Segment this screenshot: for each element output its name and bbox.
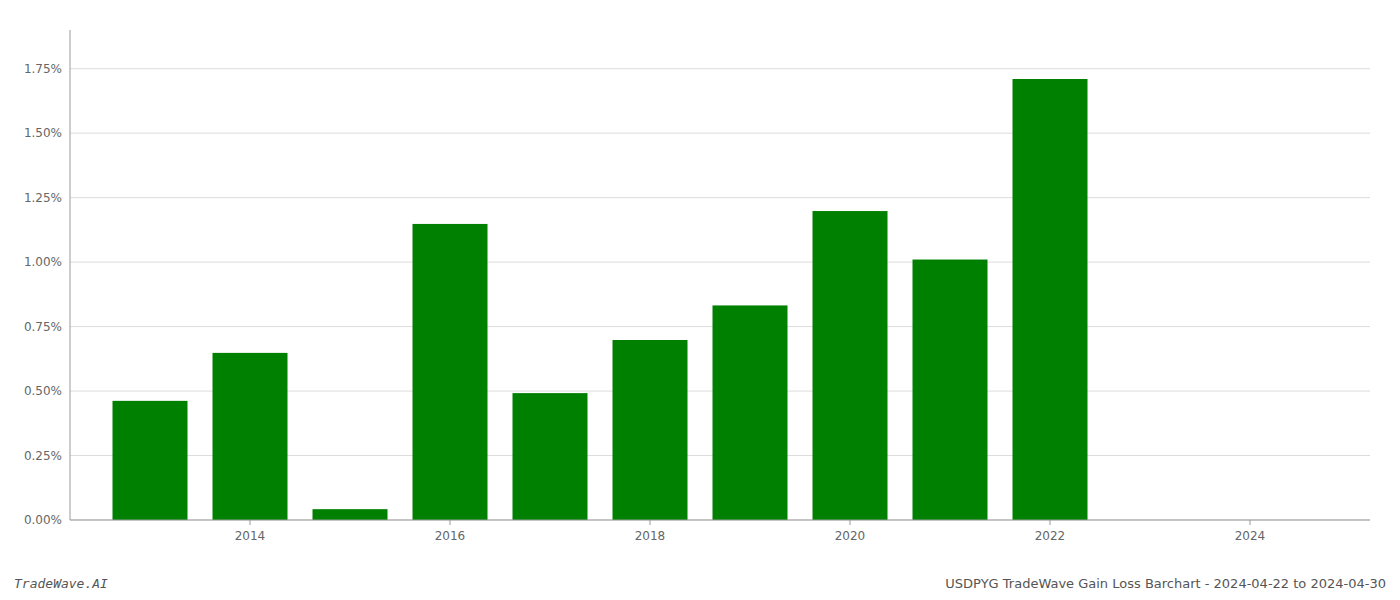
x-tick <box>1050 520 1051 525</box>
grid-line <box>70 197 1370 198</box>
x-tick-label: 2014 <box>235 529 266 543</box>
bar <box>713 305 788 520</box>
footer-right: USDPYG TradeWave Gain Loss Barchart - 20… <box>945 576 1386 591</box>
x-tick-label: 2016 <box>435 529 466 543</box>
y-tick-label: 0.25% <box>24 449 62 463</box>
bar <box>413 224 488 520</box>
bars <box>113 79 1088 520</box>
x-tick-label: 2022 <box>1035 529 1066 543</box>
bar <box>313 509 388 520</box>
x-tick <box>850 520 851 525</box>
x-tick <box>250 520 251 525</box>
bar <box>913 260 988 520</box>
x-tick <box>1250 520 1251 525</box>
x-tick <box>450 520 451 525</box>
y-tick-label: 1.25% <box>24 191 62 205</box>
grid-line <box>70 262 1370 263</box>
bar <box>613 340 688 520</box>
y-axis-line <box>70 30 71 520</box>
y-tick-label: 1.50% <box>24 126 62 140</box>
footer-left: TradeWave.AI <box>14 576 108 591</box>
bar <box>113 401 188 520</box>
bar <box>513 393 588 520</box>
y-tick-label: 0.50% <box>24 384 62 398</box>
background <box>0 0 1400 600</box>
bar <box>1013 79 1088 520</box>
grid <box>70 69 1370 520</box>
x-tick <box>650 520 651 525</box>
y-tick-label: 0.75% <box>24 320 62 334</box>
x-tick-label: 2020 <box>835 529 866 543</box>
grid-line <box>70 133 1370 134</box>
bar <box>813 211 888 520</box>
bar <box>213 353 288 520</box>
x-tick-label: 2024 <box>1235 529 1266 543</box>
y-tick-label: 0.00% <box>24 513 62 527</box>
grid-line <box>70 520 1370 521</box>
chart: 0.00% 0.25% 0.50% 0.75% 1.00% 1.25% 1.50% 1.75%… <box>0 0 1400 600</box>
y-tick-label: 1.00% <box>24 255 62 269</box>
y-tick-label: 1.75% <box>24 62 62 76</box>
x-tick-label: 2018 <box>635 529 666 543</box>
grid-line <box>70 68 1370 69</box>
x-axis-line <box>70 520 1370 521</box>
